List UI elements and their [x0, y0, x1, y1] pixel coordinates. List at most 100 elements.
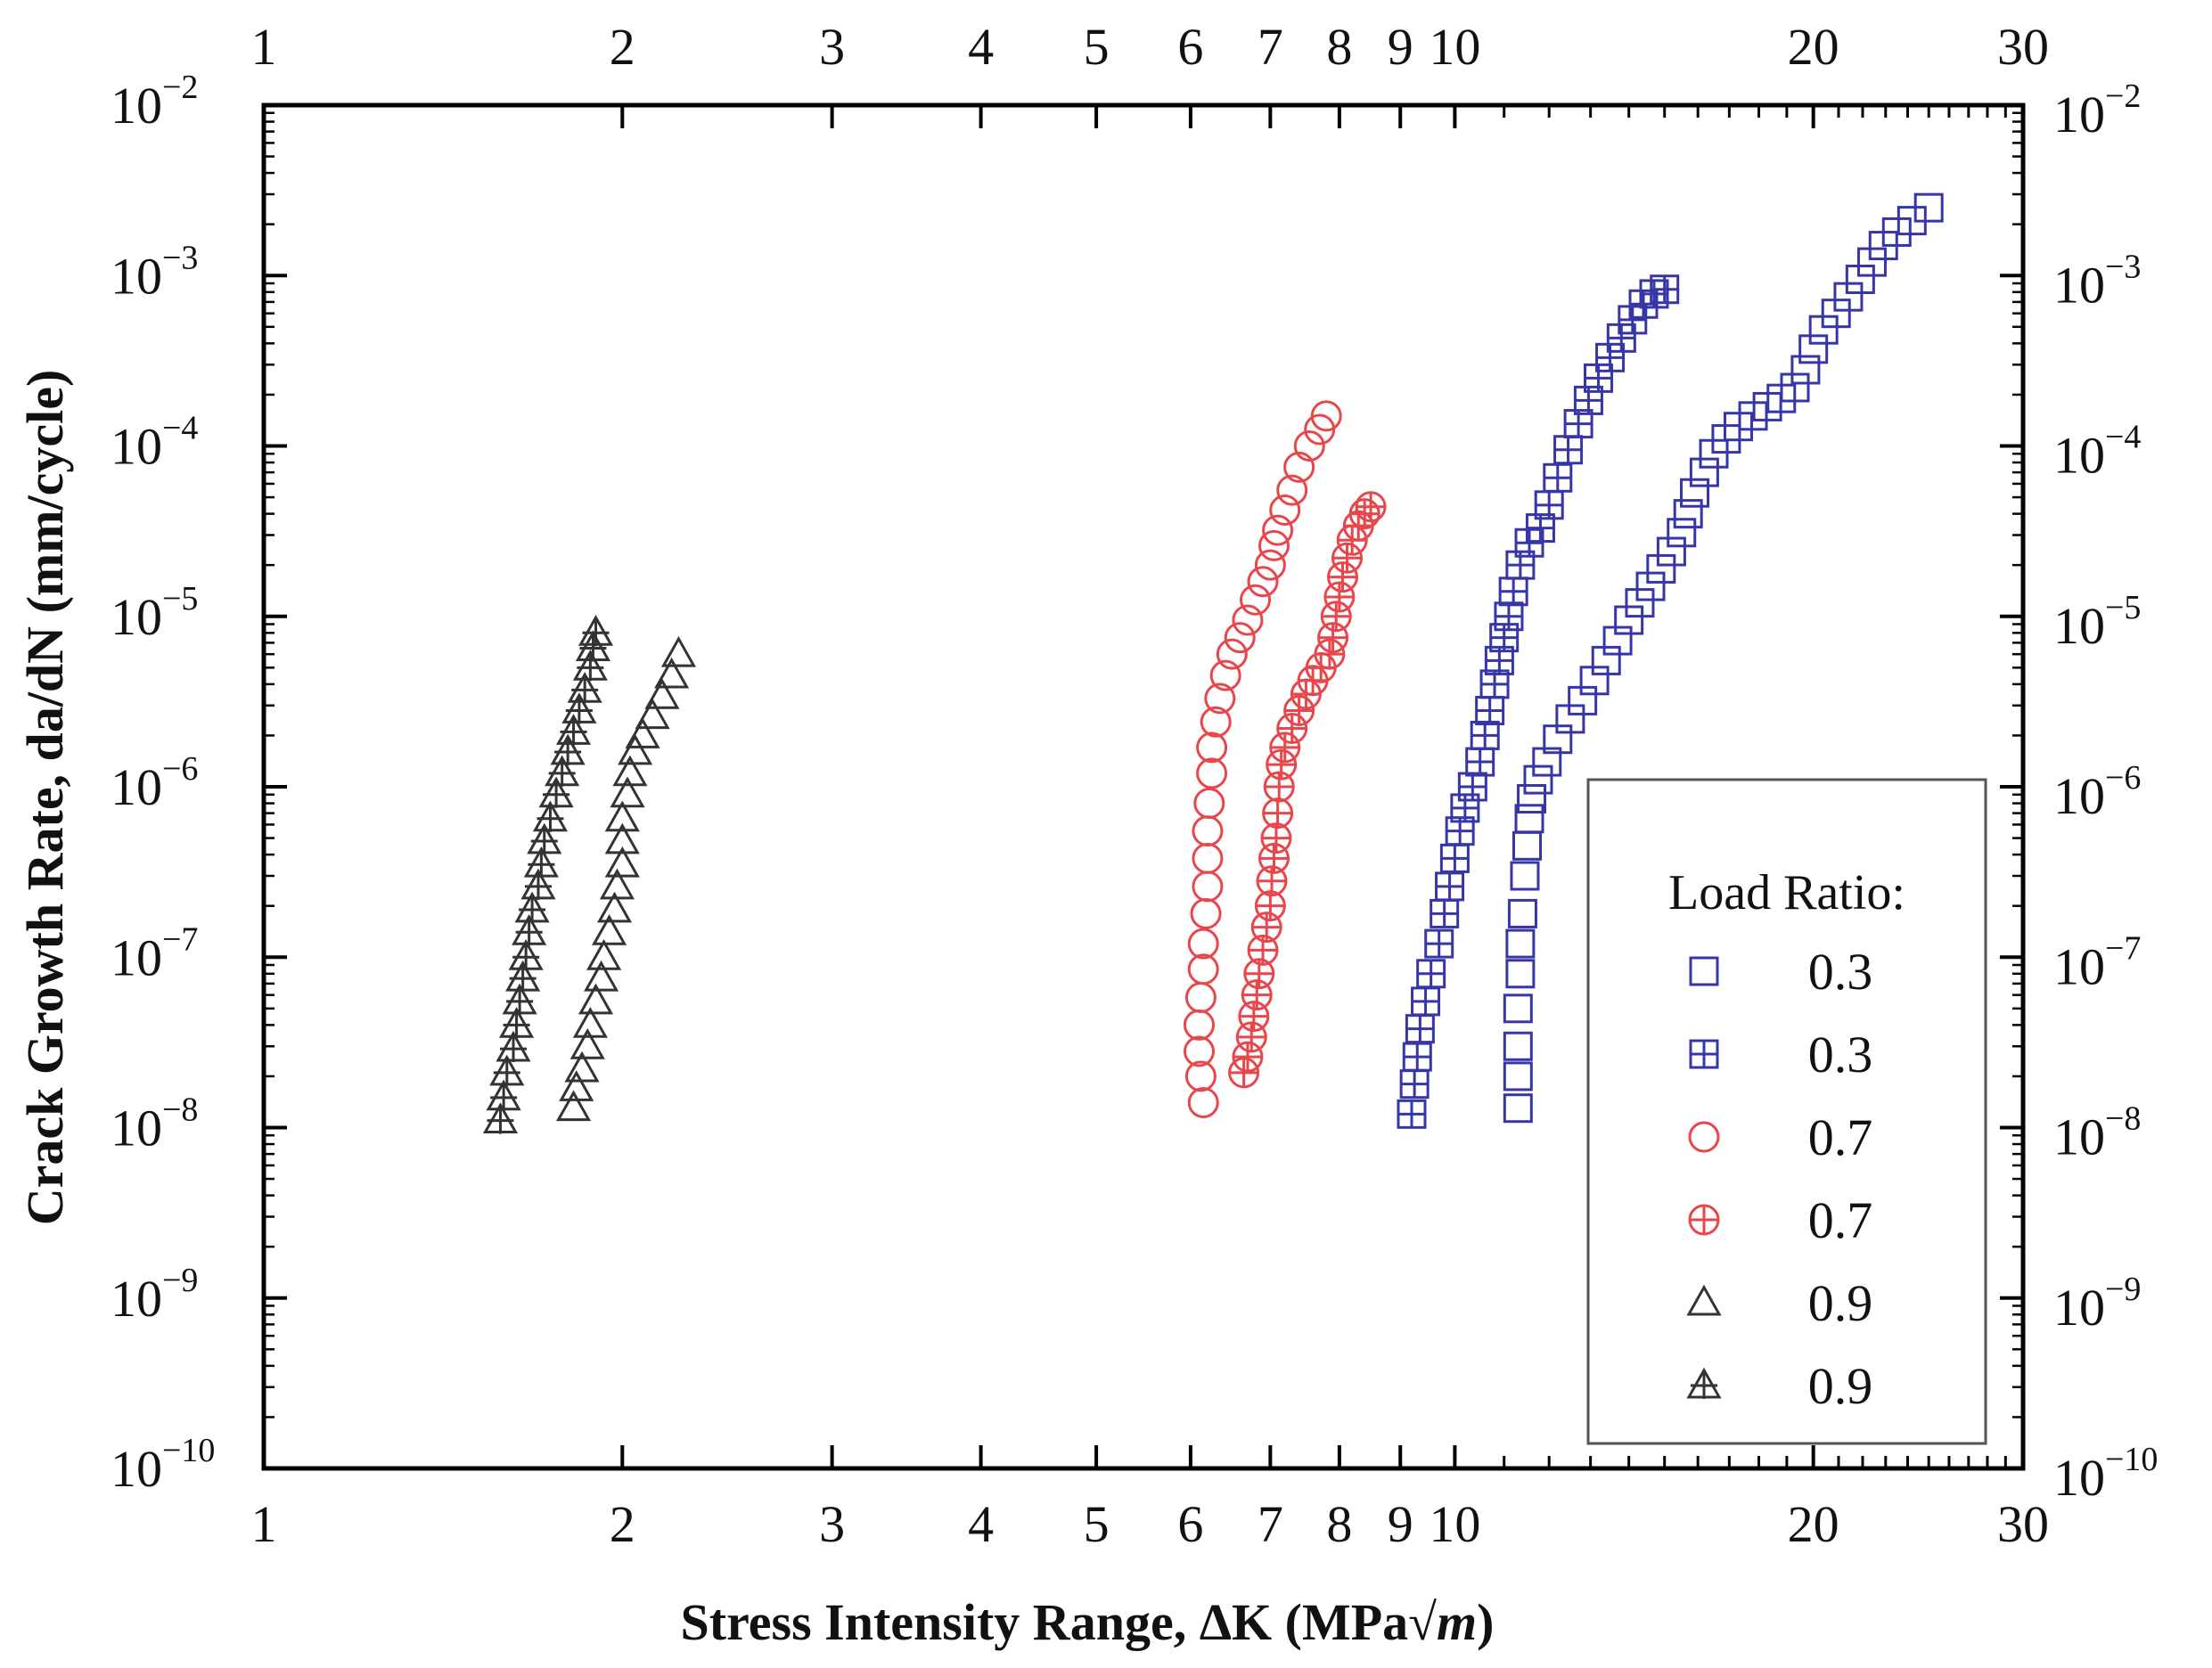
y-tick-label-right: 10−3 — [2053, 248, 2141, 314]
y-tick-label-left: 10−4 — [111, 410, 198, 476]
data-point — [1266, 748, 1298, 781]
x-tick-label-bottom: 1 — [251, 1495, 277, 1553]
data-point — [1283, 451, 1315, 483]
data-point — [1507, 898, 1537, 928]
data-point — [1532, 747, 1562, 777]
data-point — [1314, 638, 1346, 670]
y-tick-exponent: −7 — [2105, 929, 2141, 967]
data-point — [1258, 842, 1290, 874]
legend-box — [1586, 778, 1987, 1445]
data-point — [1355, 491, 1387, 523]
data-point — [1798, 334, 1829, 364]
data-point — [1254, 890, 1286, 922]
y-tick-label-left: 10−6 — [111, 750, 198, 816]
x-tick-label-bottom: 20 — [1788, 1495, 1839, 1553]
data-point — [584, 960, 619, 992]
data-point — [578, 983, 614, 1015]
data-point — [1310, 400, 1342, 432]
data-point — [1397, 1099, 1427, 1129]
data-point — [555, 1090, 592, 1122]
data-point — [1235, 1021, 1267, 1053]
data-point — [1498, 576, 1528, 607]
data-point — [1503, 993, 1533, 1024]
y-tick-label-right: 10−5 — [2053, 589, 2141, 655]
data-point — [1209, 659, 1241, 691]
data-point — [1405, 1014, 1435, 1044]
data-point — [1584, 363, 1614, 393]
data-point — [564, 1051, 600, 1083]
data-point — [1276, 474, 1308, 506]
legend-label: 0.7 — [1808, 1191, 1873, 1249]
data-point — [1192, 842, 1224, 874]
data-point — [1650, 274, 1680, 305]
x-tick-label-top: 30 — [1997, 18, 2049, 76]
x-tick-label-bottom: 5 — [1084, 1495, 1110, 1553]
y-tick-exponent: −7 — [162, 920, 198, 958]
data-point — [512, 913, 547, 946]
x-axis-title: Stress Intensity Range, ΔK (MPa√m) — [681, 1593, 1495, 1651]
data-point — [1602, 626, 1633, 656]
x-tick-label-top: 6 — [1177, 18, 1203, 76]
data-point — [1780, 372, 1810, 403]
data-point — [482, 1102, 519, 1134]
y-tick-exponent: −5 — [162, 580, 198, 617]
data-point — [1543, 462, 1573, 493]
data-point — [508, 938, 544, 971]
y-tick-label-right: 10−10 — [2053, 1441, 2158, 1507]
data-point — [1399, 1069, 1430, 1100]
data-point — [1247, 566, 1279, 598]
x-tick-label-top: 8 — [1326, 18, 1352, 76]
data-point — [1635, 571, 1666, 601]
data-point — [1595, 342, 1626, 372]
data-point — [1276, 713, 1308, 745]
data-point — [1232, 1041, 1264, 1073]
data-point — [575, 630, 611, 662]
data-point — [1439, 843, 1470, 873]
y-tick-exponent: −9 — [162, 1262, 198, 1299]
axis-ticks — [262, 103, 2025, 1470]
y-tick-exponent: −4 — [162, 410, 198, 447]
data-point — [618, 733, 653, 765]
x-tick-label-top: 1 — [251, 18, 277, 76]
data-point — [1445, 816, 1475, 846]
data-point — [1262, 514, 1294, 546]
data-point — [604, 800, 640, 832]
data-point — [1510, 861, 1540, 891]
data-point — [1204, 683, 1236, 715]
data-point — [1196, 757, 1228, 789]
data-point — [1667, 518, 1697, 548]
data-point — [1238, 1001, 1270, 1033]
data-point — [1184, 1060, 1217, 1092]
y-tick-exponent: −6 — [2105, 759, 2141, 797]
data-point — [1856, 247, 1887, 277]
x-tick-label-bottom: 6 — [1177, 1495, 1203, 1553]
x-tick-label-bottom: 3 — [819, 1495, 845, 1553]
series-circle-plus — [1228, 491, 1387, 1089]
x-tick-label-top: 5 — [1084, 18, 1110, 76]
y-tick-label-right: 10−9 — [2053, 1271, 2141, 1337]
legend-label: 0.3 — [1808, 943, 1873, 1001]
data-point — [1320, 601, 1352, 633]
y-tick-exponent: −9 — [2105, 1271, 2141, 1308]
y-tick-label-left: 10−9 — [111, 1262, 198, 1328]
data-point — [625, 717, 660, 748]
data-point — [567, 672, 602, 704]
data-point — [498, 1007, 535, 1039]
data-point — [1514, 804, 1544, 834]
series-triangle — [555, 635, 697, 1122]
data-point — [1240, 584, 1272, 616]
y-tick-label-right: 10−4 — [2053, 419, 2141, 485]
y-tick-label-right: 10−8 — [2053, 1100, 2141, 1166]
data-point — [1250, 912, 1282, 944]
data-point — [604, 846, 640, 878]
y-tick-exponent: −4 — [2105, 419, 2141, 456]
y-tick-label-left: 10−3 — [111, 239, 198, 305]
data-point — [1833, 282, 1864, 312]
data-point — [496, 1030, 531, 1063]
data-point — [1269, 495, 1301, 527]
data-point — [1232, 604, 1264, 636]
series-triangle-plus — [482, 614, 614, 1134]
data-point — [599, 868, 635, 900]
data-point — [586, 938, 622, 970]
data-point — [532, 800, 569, 832]
